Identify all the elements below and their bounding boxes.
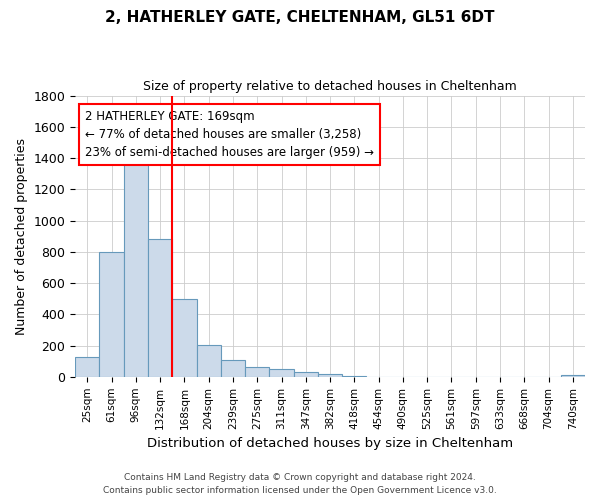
Bar (245, 366, 269, 377)
Bar (269, 369, 293, 377)
Bar (342, 376, 367, 377)
Bar (172, 298, 197, 377)
Bar (148, 240, 172, 377)
Text: Contains HM Land Registry data © Crown copyright and database right 2024.
Contai: Contains HM Land Registry data © Crown c… (103, 474, 497, 495)
Bar (318, 374, 342, 377)
X-axis label: Distribution of detached houses by size in Cheltenham: Distribution of detached houses by size … (147, 437, 513, 450)
Y-axis label: Number of detached properties: Number of detached properties (15, 138, 28, 334)
Text: 2, HATHERLEY GATE, CHELTENHAM, GL51 6DT: 2, HATHERLEY GATE, CHELTENHAM, GL51 6DT (105, 10, 495, 25)
Bar (100, 252, 124, 377)
Bar (75, 356, 100, 377)
Title: Size of property relative to detached houses in Cheltenham: Size of property relative to detached ho… (143, 80, 517, 93)
Bar (221, 360, 245, 377)
Bar (561, 376, 585, 377)
Bar (197, 345, 221, 377)
Bar (124, 147, 148, 377)
Text: 2 HATHERLEY GATE: 169sqm
← 77% of detached houses are smaller (3,258)
23% of sem: 2 HATHERLEY GATE: 169sqm ← 77% of detach… (85, 110, 374, 158)
Bar (293, 372, 318, 377)
